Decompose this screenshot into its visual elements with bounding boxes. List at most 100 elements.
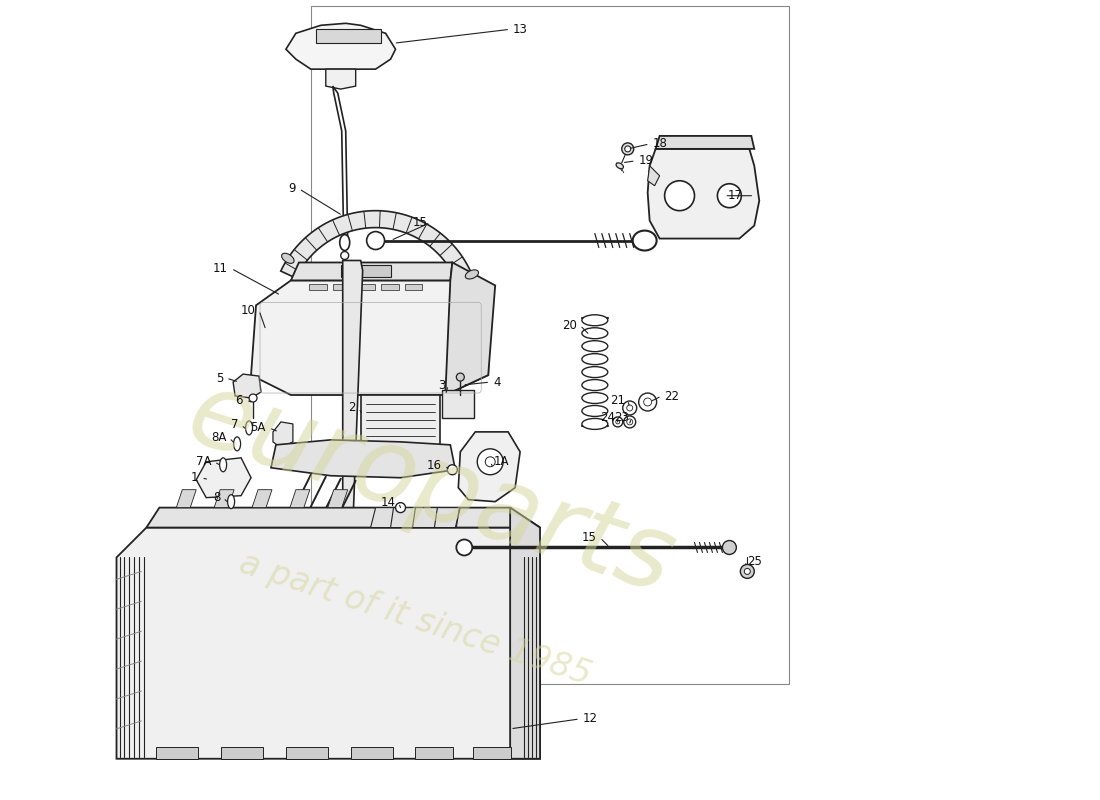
Polygon shape (510, 508, 540, 758)
Ellipse shape (632, 230, 657, 250)
Bar (405, 285, 422, 290)
Ellipse shape (582, 379, 608, 390)
Polygon shape (214, 490, 234, 508)
Text: 15: 15 (582, 531, 597, 544)
Text: 20: 20 (562, 318, 576, 332)
Bar (156, 746, 198, 758)
Polygon shape (326, 69, 355, 89)
Bar (316, 30, 381, 43)
Polygon shape (146, 508, 540, 527)
Circle shape (624, 416, 636, 428)
Ellipse shape (456, 539, 472, 555)
Circle shape (613, 417, 623, 427)
Circle shape (396, 502, 406, 513)
Polygon shape (648, 166, 660, 186)
Ellipse shape (582, 406, 608, 417)
Ellipse shape (465, 270, 478, 279)
Text: 2: 2 (349, 402, 355, 414)
Text: 23: 23 (614, 411, 629, 425)
Text: 1A: 1A (493, 455, 508, 468)
Ellipse shape (582, 354, 608, 365)
Bar (473, 746, 512, 758)
Text: 16: 16 (427, 459, 441, 472)
Text: 5: 5 (216, 371, 223, 385)
Text: 25: 25 (747, 555, 762, 568)
Circle shape (477, 449, 503, 474)
Polygon shape (196, 458, 251, 498)
Polygon shape (656, 136, 755, 149)
Circle shape (627, 405, 632, 411)
Bar (351, 746, 393, 758)
Circle shape (621, 143, 634, 155)
Polygon shape (648, 149, 759, 238)
Circle shape (639, 393, 657, 411)
Text: 15: 15 (412, 216, 428, 229)
Text: 3: 3 (438, 378, 446, 391)
Polygon shape (286, 23, 396, 69)
Bar (381, 285, 398, 290)
Bar (416, 746, 453, 758)
Polygon shape (280, 210, 474, 286)
Circle shape (644, 398, 651, 406)
Circle shape (341, 251, 349, 259)
Text: 1: 1 (190, 471, 198, 484)
Bar (333, 285, 351, 290)
Ellipse shape (282, 254, 294, 263)
Polygon shape (371, 508, 460, 527)
Circle shape (723, 541, 736, 554)
Bar (286, 746, 328, 758)
Circle shape (664, 181, 694, 210)
Polygon shape (328, 490, 348, 508)
Circle shape (717, 184, 741, 208)
Bar (442, 390, 474, 418)
Ellipse shape (582, 393, 608, 403)
Circle shape (448, 465, 458, 474)
Ellipse shape (582, 341, 608, 352)
Bar (221, 746, 263, 758)
Ellipse shape (228, 494, 234, 509)
Bar (341, 266, 390, 278)
Circle shape (456, 373, 464, 381)
Ellipse shape (582, 418, 608, 430)
Ellipse shape (616, 163, 624, 169)
Polygon shape (333, 86, 348, 241)
Circle shape (627, 419, 632, 425)
Ellipse shape (220, 458, 227, 472)
Circle shape (745, 569, 750, 574)
Polygon shape (271, 440, 455, 478)
Circle shape (623, 401, 637, 415)
Circle shape (740, 565, 755, 578)
Text: 14: 14 (381, 496, 396, 509)
Text: a part of it since 1985: a part of it since 1985 (235, 546, 596, 692)
Ellipse shape (366, 231, 385, 250)
Ellipse shape (245, 421, 253, 435)
Polygon shape (117, 527, 540, 758)
Ellipse shape (582, 366, 608, 378)
Ellipse shape (582, 328, 608, 338)
Polygon shape (459, 432, 520, 502)
Polygon shape (446, 262, 495, 395)
Bar (356, 285, 375, 290)
Text: 21: 21 (609, 394, 625, 406)
Text: europarts: europarts (175, 364, 685, 615)
Ellipse shape (582, 314, 608, 326)
Text: 12: 12 (583, 712, 598, 726)
Polygon shape (290, 262, 452, 281)
Ellipse shape (340, 234, 350, 250)
Circle shape (249, 394, 257, 402)
Polygon shape (176, 490, 196, 508)
Text: 24: 24 (600, 411, 615, 425)
Text: 10: 10 (241, 304, 256, 317)
Polygon shape (251, 281, 491, 395)
Text: 4: 4 (493, 375, 500, 389)
Text: 11: 11 (213, 262, 228, 275)
Text: 17: 17 (727, 190, 742, 202)
Circle shape (485, 457, 495, 466)
Bar (361, 395, 440, 450)
Ellipse shape (233, 437, 241, 451)
Text: 22: 22 (664, 390, 680, 402)
Polygon shape (343, 261, 363, 530)
Text: 8: 8 (212, 491, 220, 504)
Polygon shape (290, 490, 310, 508)
Text: 7A: 7A (196, 455, 211, 468)
